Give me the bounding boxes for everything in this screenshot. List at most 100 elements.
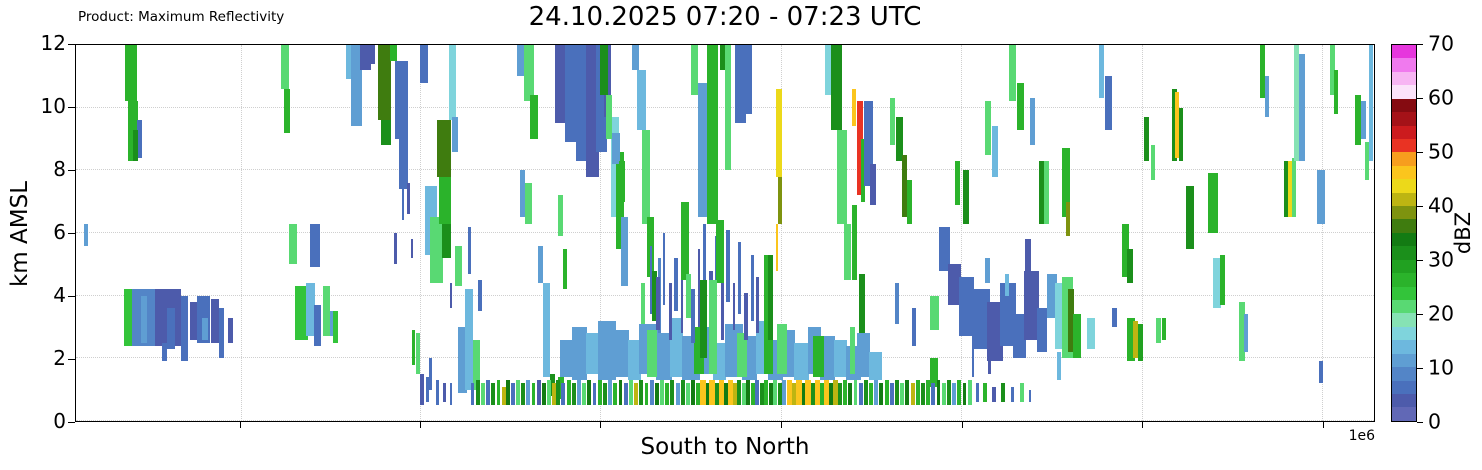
reflectivity-segment: [1067, 289, 1075, 353]
reflectivity-segment: [813, 336, 824, 378]
reflectivity-segment: [834, 339, 847, 378]
reflectivity-segment: [449, 283, 453, 309]
x-gridline: [780, 45, 782, 421]
colorbar-cell: [1392, 273, 1416, 287]
reflectivity-segment: [419, 45, 428, 83]
reflectivity-segment: [592, 383, 597, 406]
y-gridline: [76, 232, 1374, 233]
reflectivity-segment: [381, 120, 392, 146]
reflectivity-segment: [983, 383, 988, 403]
reflectivity-segment: [429, 358, 432, 390]
reflectivity-segment: [600, 45, 609, 96]
y-tick-mark: [68, 233, 75, 234]
reflectivity-segment: [360, 45, 371, 71]
reflectivity-segment: [442, 223, 452, 259]
colorbar-tick-mark: [1417, 422, 1423, 423]
reflectivity-segment: [767, 254, 774, 340]
colorbar-tick-mark: [1417, 314, 1423, 315]
reflectivity-segment: [754, 380, 759, 406]
reflectivity-segment: [680, 239, 684, 334]
reflectivity-segment: [984, 101, 992, 155]
reflectivity-segment: [750, 254, 754, 321]
reflectivity-segment: [697, 248, 701, 327]
reflectivity-segment: [652, 270, 658, 321]
reflectivity-segment: [895, 380, 899, 406]
reflectivity-segment: [852, 88, 857, 127]
reflectivity-segment: [801, 383, 806, 406]
reflectivity-segment: [1036, 308, 1047, 353]
reflectivity-segment: [796, 380, 802, 406]
reflectivity-segment: [760, 383, 764, 406]
reflectivity-segment: [399, 139, 409, 190]
reflectivity-segment: [1127, 248, 1133, 284]
colorbar-cell: [1392, 152, 1416, 166]
reflectivity-segment: [1066, 201, 1071, 237]
reflectivity-segment: [628, 380, 633, 406]
reflectivity-segment: [647, 330, 658, 378]
x-tick-mark: [600, 422, 602, 428]
reflectivity-segment: [1292, 157, 1297, 218]
reflectivity-segment: [782, 380, 786, 406]
reflectivity-segment: [610, 117, 619, 218]
reflectivity-segment: [1122, 223, 1129, 277]
reflectivity-segment: [775, 88, 783, 177]
reflectivity-segment: [631, 45, 640, 71]
reflectivity-segment: [686, 273, 692, 318]
reflectivity-segment: [870, 164, 876, 205]
reflectivity-segment: [727, 380, 733, 406]
reflectivity-segment: [452, 117, 458, 152]
colorbar-cell: [1392, 232, 1416, 247]
reflectivity-segment: [1259, 45, 1265, 99]
reflectivity-segment: [656, 333, 672, 381]
reflectivity-segment: [473, 339, 480, 390]
colorbar-cell: [1392, 192, 1416, 207]
reflectivity-segment: [618, 160, 626, 202]
reflectivity-segment: [824, 45, 832, 96]
reflectivity-segment: [582, 383, 587, 406]
reflectivity-segment: [662, 233, 666, 306]
colorbar-cell: [1392, 300, 1416, 314]
reflectivity-segment: [686, 383, 690, 406]
reflectivity-segment: [190, 301, 197, 340]
reflectivity-segment: [394, 233, 397, 265]
reflectivity-segment: [436, 120, 452, 177]
reflectivity-segment: [1023, 270, 1040, 340]
reflectivity-segment: [1000, 283, 1016, 346]
colorbar-cell: [1392, 340, 1416, 354]
reflectivity-segment: [793, 342, 810, 381]
y-tick-mark: [68, 296, 75, 297]
reflectivity-segment: [1239, 301, 1246, 362]
reflectivity-segment: [984, 258, 990, 284]
x-gridline: [1322, 45, 1324, 421]
y-gridline: [76, 294, 1374, 296]
reflectivity-segment: [911, 308, 916, 346]
reflectivity-segment: [693, 327, 705, 374]
reflectivity-segment: [1010, 386, 1015, 403]
reflectivity-segment: [641, 129, 650, 224]
colorbar-cell: [1392, 259, 1416, 274]
reflectivity-segment: [523, 45, 535, 102]
reflectivity-segment: [1009, 45, 1016, 102]
reflectivity-segment: [412, 330, 415, 365]
reflectivity-segment: [305, 283, 315, 337]
reflectivity-segment: [449, 383, 453, 406]
colorbar-cell: [1392, 71, 1416, 86]
reflectivity-segment: [954, 160, 960, 205]
reflectivity-segment: [541, 383, 546, 406]
reflectivity-segment: [1364, 142, 1369, 180]
reflectivity-segment: [124, 289, 132, 346]
reflectivity-segment: [844, 223, 851, 280]
reflectivity-segment: [455, 245, 462, 287]
reflectivity-segment: [869, 352, 883, 381]
reflectivity-segment: [322, 286, 331, 337]
reflectivity-segment: [732, 383, 737, 406]
reflectivity-segment: [137, 120, 143, 158]
reflectivity-segment: [987, 301, 1003, 362]
reflectivity-segment: [430, 217, 444, 284]
reflectivity-segment: [333, 311, 339, 343]
reflectivity-segment: [700, 280, 707, 359]
colorbar-tick-label: 50: [1428, 139, 1455, 164]
reflectivity-segment: [1019, 383, 1024, 403]
reflectivity-segment: [1132, 320, 1138, 359]
